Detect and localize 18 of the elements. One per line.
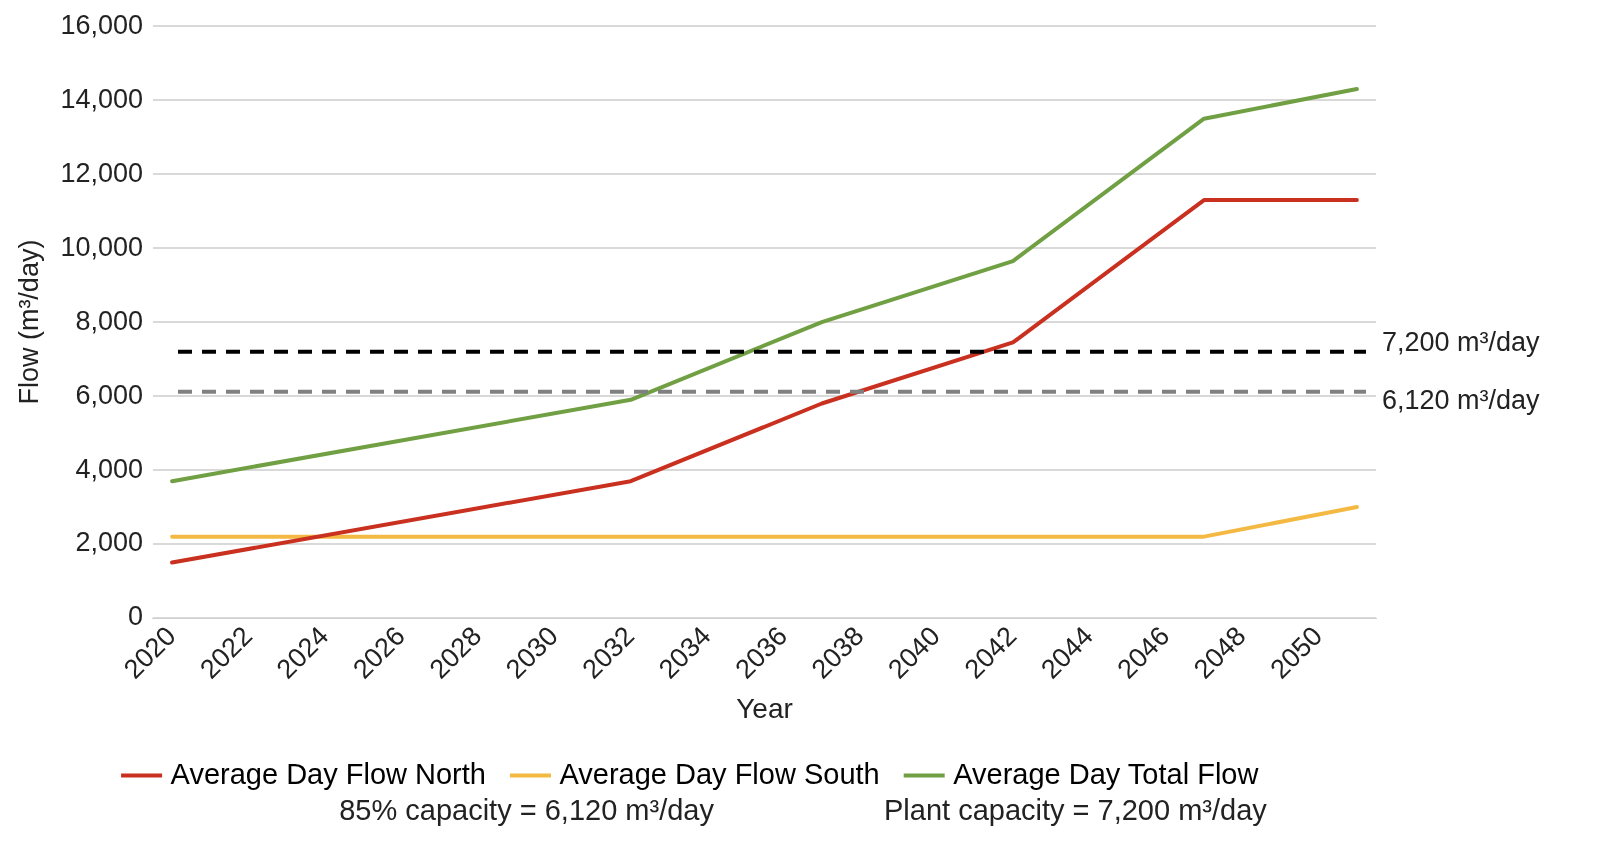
- text: 85% capacity = 6,120 m³/day: [339, 794, 714, 827]
- y-tick-label: 6,000: [75, 379, 143, 410]
- legend-label: Average Day Total Flow: [953, 757, 1260, 790]
- y-tick-label: 10,000: [60, 231, 143, 262]
- y-tick-label: 12,000: [60, 157, 143, 188]
- text: Plant capacity = 7,200 m³/day: [883, 794, 1267, 827]
- y-tick-label: 16,000: [60, 9, 143, 40]
- y-tick-label: 2,000: [75, 527, 143, 558]
- y-tick-label: 0: [127, 601, 143, 632]
- y-tick-label: 4,000: [75, 453, 143, 484]
- ref-line-label: 7,200 m³/day: [1382, 327, 1541, 358]
- y-tick-label: 14,000: [60, 83, 143, 114]
- y-axis-title: Flow (m³/day): [13, 239, 44, 405]
- ref-line-label: 6,120 m³/day: [1382, 385, 1541, 416]
- x-axis-title: Year: [736, 692, 793, 724]
- legend-label: Average Day Flow North: [170, 757, 486, 790]
- legend-label: Average Day Flow South: [559, 757, 880, 790]
- y-tick-label: 8,000: [75, 305, 143, 336]
